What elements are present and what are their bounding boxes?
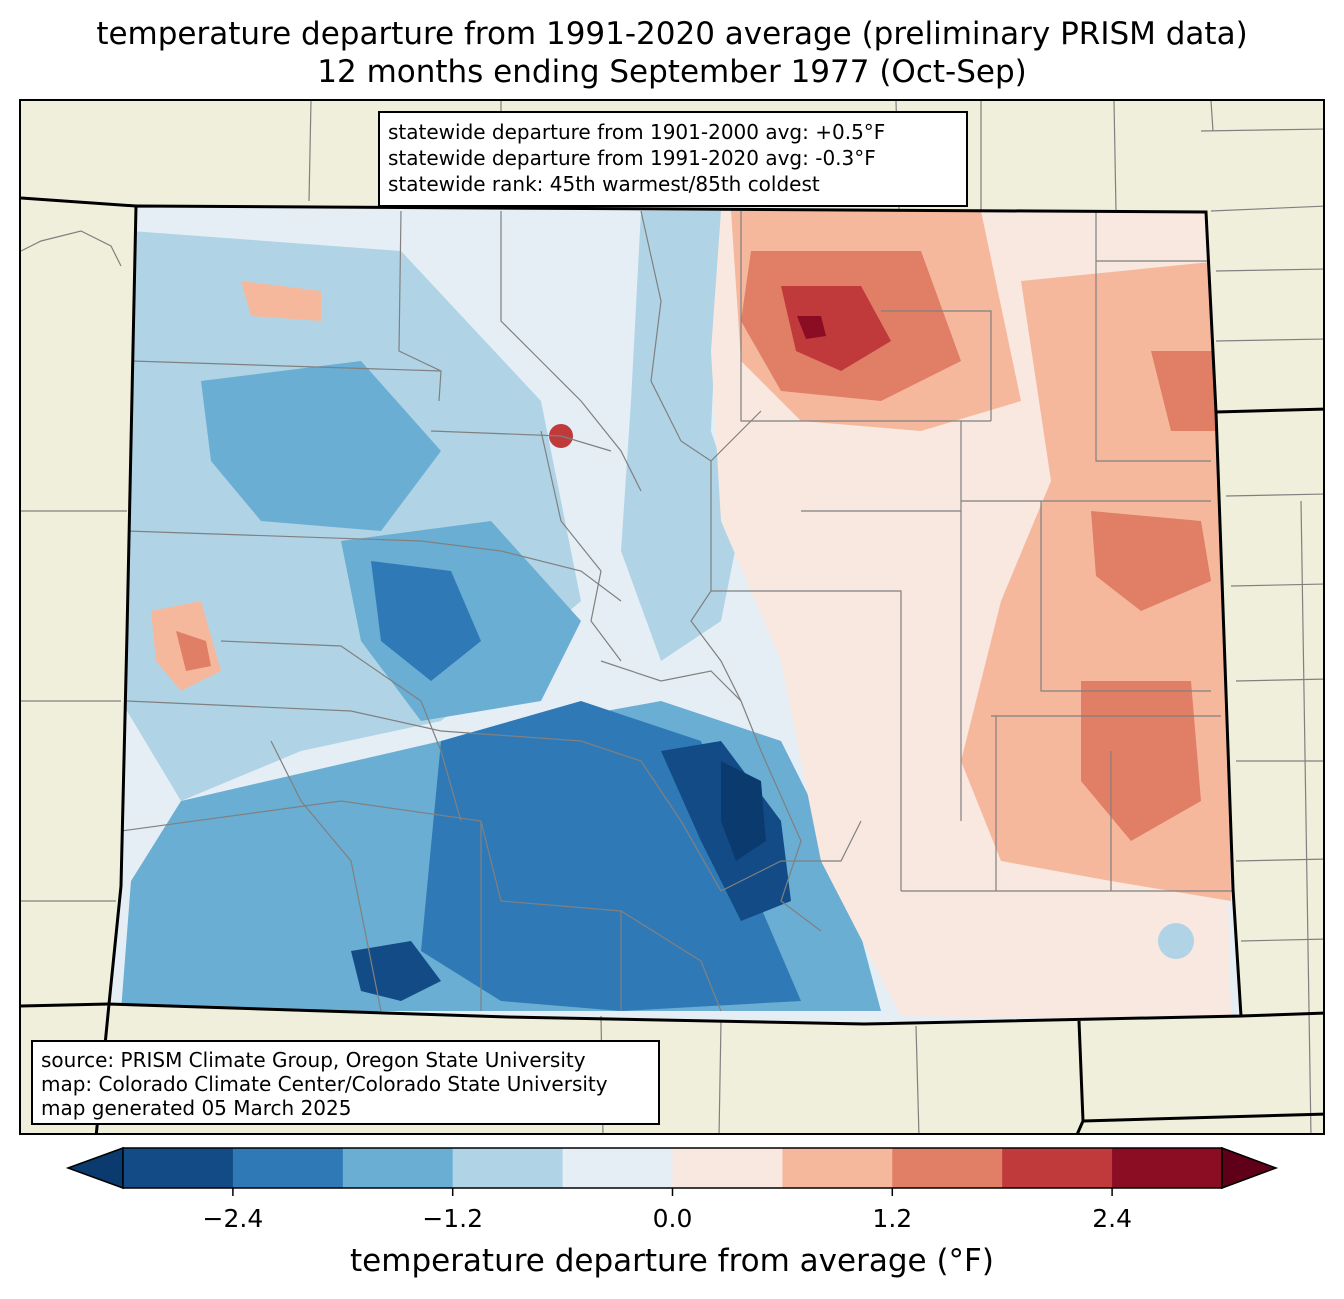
- colorbar-bin: [1112, 1148, 1223, 1188]
- colorbar-ticks: [232, 1188, 1113, 1196]
- statewide-stats-box: statewide departure from 1901-2000 avg: …: [378, 111, 968, 207]
- source-box: source: PRISM Climate Group, Oregon Stat…: [31, 1040, 660, 1125]
- field-warm-spot-nw: [241, 281, 321, 321]
- colorbar-label: temperature departure from average (°F): [350, 1243, 994, 1279]
- county-borders: [120, 210, 1236, 1012]
- field-strong-red-ne: [781, 286, 891, 371]
- colorbar-bins: [65, 1146, 1279, 1190]
- map-title: temperature departure from 1991-2020 ave…: [96, 16, 1248, 52]
- field-mid-blue-nw: [201, 361, 441, 531]
- colorbar-bin: [123, 1148, 234, 1188]
- colorbar-bin: [232, 1148, 344, 1188]
- stats-departure-1901: statewide departure from 1901-2000 avg: …: [388, 120, 886, 144]
- field-dark-blue-sw: [351, 941, 441, 1001]
- colorbar-bin: [342, 1148, 454, 1188]
- colorbar-bin: [562, 1148, 673, 1188]
- stats-rank: statewide rank: 45th warmest/85th coldes…: [388, 172, 820, 196]
- state-borders: [21, 196, 1323, 1133]
- field-darker-red-east: [1091, 511, 1211, 611]
- field-darkest-blue-sangre: [721, 761, 766, 861]
- field-peak-red-ne: [797, 316, 826, 339]
- colorado-map: [21, 101, 1323, 1133]
- colorbar-bin: [672, 1148, 783, 1188]
- colorbar-tick-label: −2.4: [202, 1204, 264, 1233]
- colorbar-bin: [1002, 1148, 1113, 1188]
- source-line: source: PRISM Climate Group, Oregon Stat…: [41, 1048, 586, 1072]
- map-subtitle: 12 months ending September 1977 (Oct-Sep…: [317, 54, 1027, 90]
- colorbar-bin: [452, 1148, 564, 1188]
- colorbar-tick-label: 2.4: [1092, 1204, 1132, 1233]
- colorbar-tick-label: 0.0: [652, 1204, 693, 1233]
- temperature-field: [109, 206, 1241, 1024]
- stats-departure-1991: statewide departure from 1991-2020 avg: …: [388, 146, 876, 170]
- field-blue-central: [371, 561, 481, 681]
- colorbar-bin: [782, 1148, 893, 1188]
- colorado-border: [107, 204, 1243, 1026]
- colorbar-tick-label: −1.2: [422, 1204, 484, 1233]
- colorbar-tick-label: 1.2: [872, 1204, 913, 1233]
- field-cool-spot-se: [1158, 923, 1194, 959]
- colorbar-extend-low: [65, 1146, 124, 1190]
- map-credit-line: map: Colorado Climate Center/Colorado St…: [41, 1072, 608, 1096]
- field-darker-red-ne-edge: [1151, 351, 1221, 431]
- generated-date-line: map generated 05 March 2025: [41, 1096, 352, 1120]
- field-warmer-spot-west: [176, 631, 211, 671]
- colorbar-bin: [892, 1148, 1003, 1188]
- colorbar-extend-high: [1221, 1146, 1279, 1190]
- map-panel: [19, 99, 1325, 1135]
- colorbar: [65, 1146, 1279, 1196]
